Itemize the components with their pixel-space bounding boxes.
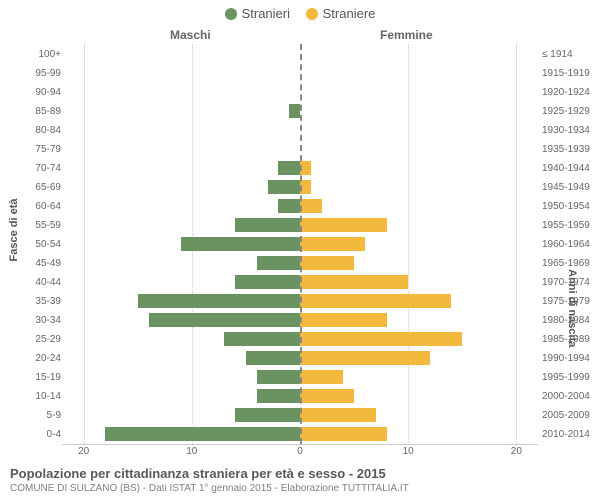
age-label: 75-79 <box>28 140 61 159</box>
age-label: 30-34 <box>28 311 61 330</box>
age-label: 70-74 <box>28 159 61 178</box>
bar-female <box>300 332 462 346</box>
legend: Stranieri Straniere <box>0 6 600 23</box>
bar-female <box>300 256 354 270</box>
bar-male <box>257 389 300 403</box>
legend-dot-male <box>225 8 237 20</box>
birth-year-label: 1985-1989 <box>542 330 596 349</box>
birth-year-label: 2010-2014 <box>542 425 596 444</box>
bar-female <box>300 294 451 308</box>
x-tick-label: 0 <box>297 446 303 457</box>
birth-year-label: 1995-1999 <box>542 368 596 387</box>
age-label: 65-69 <box>28 178 61 197</box>
birth-year-label: 1955-1959 <box>542 216 596 235</box>
age-label: 20-24 <box>28 349 61 368</box>
chart-container: Stranieri Straniere Maschi Femmine Fasce… <box>0 0 600 500</box>
bar-male <box>235 275 300 289</box>
birth-year-label: 1975-1979 <box>542 292 596 311</box>
age-label: 60-64 <box>28 197 61 216</box>
y-axis-left-title: Fasce di età <box>8 199 20 262</box>
age-label: 55-59 <box>28 216 61 235</box>
bar-female <box>300 389 354 403</box>
birth-year-label: 1915-1919 <box>542 64 596 83</box>
birth-year-label: 2000-2004 <box>542 387 596 406</box>
birth-year-label: 1930-1934 <box>542 121 596 140</box>
bar-female <box>300 427 387 441</box>
footer: Popolazione per cittadinanza straniera p… <box>10 466 590 494</box>
legend-dot-female <box>306 8 318 20</box>
age-label: 90-94 <box>28 83 61 102</box>
birth-year-label: 1965-1969 <box>542 254 596 273</box>
legend-item-male: Stranieri <box>225 6 290 21</box>
bar-male <box>235 408 300 422</box>
birth-year-label: 1925-1929 <box>542 102 596 121</box>
legend-label-male: Stranieri <box>242 6 290 21</box>
age-label: 5-9 <box>28 406 61 425</box>
age-label: 35-39 <box>28 292 61 311</box>
bar-male <box>246 351 300 365</box>
birth-year-label: 1990-1994 <box>542 349 596 368</box>
x-tick-label: 10 <box>403 446 414 457</box>
age-label: 25-29 <box>28 330 61 349</box>
birth-year-label: 1940-1944 <box>542 159 596 178</box>
bar-male <box>268 180 300 194</box>
age-label: 80-84 <box>28 121 61 140</box>
birth-year-label: 1980-1984 <box>542 311 596 330</box>
center-axis <box>300 44 302 444</box>
birth-year-label: 1935-1939 <box>542 140 596 159</box>
footer-subtitle: COMUNE DI SULZANO (BS) - Dati ISTAT 1° g… <box>10 483 590 494</box>
bar-female <box>300 237 365 251</box>
x-tick-label: 20 <box>78 446 89 457</box>
header-maschi: Maschi <box>170 28 211 42</box>
x-tick-label: 10 <box>186 446 197 457</box>
bar-male <box>257 256 300 270</box>
bar-male <box>224 332 300 346</box>
bar-male <box>289 104 300 118</box>
birth-year-label: 1920-1924 <box>542 83 596 102</box>
bar-male <box>235 218 300 232</box>
bar-female <box>300 351 430 365</box>
birth-year-label: 1945-1949 <box>542 178 596 197</box>
birth-year-label: 1960-1964 <box>542 235 596 254</box>
age-label: 40-44 <box>28 273 61 292</box>
birth-year-label: 2005-2009 <box>542 406 596 425</box>
bar-male <box>278 199 300 213</box>
bar-female <box>300 408 376 422</box>
age-label: 10-14 <box>28 387 61 406</box>
age-label: 45-49 <box>28 254 61 273</box>
age-label: 95-99 <box>28 64 61 83</box>
bar-male <box>257 370 300 384</box>
birth-year-label: ≤ 1914 <box>542 45 596 64</box>
age-label: 100+ <box>28 45 61 64</box>
header-femmine: Femmine <box>380 28 433 42</box>
bar-male <box>138 294 300 308</box>
birth-year-label: 1970-1974 <box>542 273 596 292</box>
age-label: 50-54 <box>28 235 61 254</box>
age-label: 0-4 <box>28 425 61 444</box>
bar-female <box>300 370 343 384</box>
bar-female <box>300 275 408 289</box>
footer-title: Popolazione per cittadinanza straniera p… <box>10 466 590 481</box>
bar-female <box>300 218 387 232</box>
bar-male <box>181 237 300 251</box>
bar-female <box>300 199 322 213</box>
bar-male <box>278 161 300 175</box>
bar-male <box>105 427 300 441</box>
plot-area <box>62 44 538 445</box>
bar-female <box>300 313 387 327</box>
age-label: 15-19 <box>28 368 61 387</box>
bar-male <box>149 313 300 327</box>
age-label: 85-89 <box>28 102 61 121</box>
legend-item-female: Straniere <box>306 6 376 21</box>
x-tick-label: 20 <box>511 446 522 457</box>
legend-label-female: Straniere <box>323 6 376 21</box>
birth-year-label: 1950-1954 <box>542 197 596 216</box>
